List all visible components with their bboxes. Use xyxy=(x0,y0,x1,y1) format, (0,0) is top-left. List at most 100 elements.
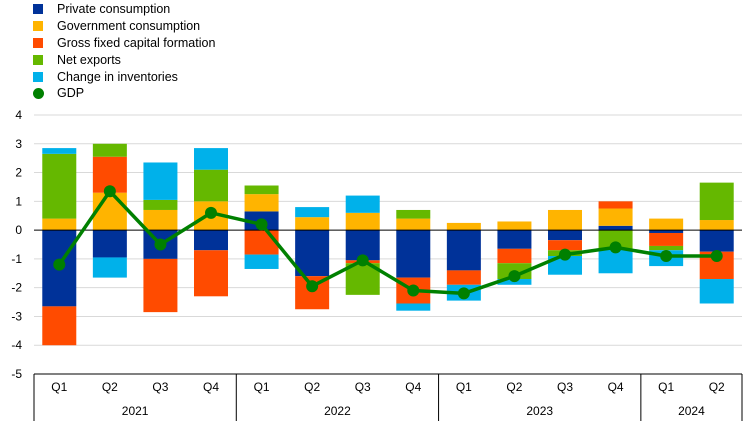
legend-swatch-net-exports xyxy=(33,54,43,65)
legend-swatch-gdp xyxy=(33,87,44,99)
bar-change-in-inventories xyxy=(699,279,734,304)
legend-label-net-exports: Net exports xyxy=(57,52,121,67)
gdp-point xyxy=(53,258,66,271)
y-tick-label: 1 xyxy=(15,194,22,208)
bar-net-exports xyxy=(194,169,228,202)
bar-private-consumption xyxy=(194,230,228,251)
bar-net-exports xyxy=(396,209,431,219)
bar-net-exports xyxy=(699,182,734,221)
x-tick-label: Q4 xyxy=(405,380,421,394)
y-tick-label: -3 xyxy=(11,309,22,323)
x-tick-label: Q4 xyxy=(203,380,219,394)
gdp-line xyxy=(57,189,717,296)
bar-private-consumption xyxy=(548,230,582,241)
bar-gross-fixed-capital-formation xyxy=(143,258,178,313)
gdp-point xyxy=(306,280,319,293)
legend-label-gross-fixed-capital-formation: Gross fixed capital formation xyxy=(57,35,216,50)
legend-item-gdp: GDP xyxy=(33,85,215,102)
legend-swatch-change-in-inventories xyxy=(33,71,43,82)
bar-gross-fixed-capital-formation xyxy=(497,248,532,264)
bar-gross-fixed-capital-formation xyxy=(42,306,77,346)
bar-private-consumption xyxy=(396,230,431,278)
legend-label-private-consumption: Private consumption xyxy=(57,2,171,17)
bar-government-consumption xyxy=(92,192,127,231)
x-tick-label: Q1 xyxy=(456,380,472,394)
bar-gross-fixed-capital-formation xyxy=(649,232,684,246)
gdp-point xyxy=(710,250,723,263)
gdp-point xyxy=(508,270,521,283)
bar-private-consumption xyxy=(92,230,127,258)
y-tick-label: -4 xyxy=(11,338,22,352)
y-tick-label: 2 xyxy=(15,166,22,180)
x-tick-label: Q4 xyxy=(608,380,624,394)
gdp-point xyxy=(205,206,217,219)
gdp-point xyxy=(154,238,167,251)
bar-change-in-inventories xyxy=(143,162,178,200)
x-tick-label: Q2 xyxy=(709,380,725,394)
bar-net-exports xyxy=(42,153,77,219)
bar-gross-fixed-capital-formation xyxy=(194,250,228,297)
gdp-point xyxy=(255,218,268,231)
bar-private-consumption xyxy=(598,225,633,231)
year-label: 2023 xyxy=(526,404,553,418)
bar-change-in-inventories xyxy=(42,148,77,154)
bar-net-exports xyxy=(244,185,279,195)
bar-change-in-inventories xyxy=(244,254,279,269)
bar-gross-fixed-capital-formation xyxy=(548,240,582,251)
bar-government-consumption xyxy=(548,209,582,231)
x-tick-label: Q1 xyxy=(51,380,67,394)
x-tick-label: Q2 xyxy=(102,380,118,394)
x-tick-label: Q1 xyxy=(658,380,674,394)
bar-government-consumption xyxy=(345,212,380,231)
legend-label-gdp: GDP xyxy=(57,86,85,101)
legend-item-change-in-inventories: Change in inventories xyxy=(33,68,215,85)
bar-net-exports xyxy=(598,230,633,249)
x-tick-label: Q3 xyxy=(557,380,573,394)
y-tick-label: 0 xyxy=(15,223,22,237)
bar-change-in-inventories xyxy=(295,207,330,218)
gdp-point xyxy=(457,287,470,300)
legend-swatch-gross-fixed-capital-formation xyxy=(33,37,43,48)
x-tick-label: Q2 xyxy=(304,380,320,394)
x-tick-label: Q3 xyxy=(355,380,371,394)
gdp-point xyxy=(103,185,116,198)
bar-government-consumption xyxy=(396,218,431,231)
bar-change-in-inventories xyxy=(345,195,380,213)
bar-gross-fixed-capital-formation xyxy=(244,230,279,255)
bar-government-consumption xyxy=(699,220,734,231)
bar-gross-fixed-capital-formation xyxy=(598,201,633,209)
y-tick-label: 4 xyxy=(15,108,22,122)
gdp-point xyxy=(356,254,369,267)
gdp-point xyxy=(660,250,673,263)
bar-government-consumption xyxy=(598,208,633,226)
bar-government-consumption xyxy=(446,222,481,231)
x-tick-label: Q2 xyxy=(506,380,522,394)
year-label: 2021 xyxy=(122,404,149,418)
year-label: 2022 xyxy=(324,404,351,418)
gdp-point xyxy=(559,248,571,261)
y-tick-label: -1 xyxy=(11,252,22,266)
legend-item-government-consumption: Government consumption xyxy=(33,18,215,35)
legend-item-net-exports: Net exports xyxy=(33,51,215,68)
bar-net-exports xyxy=(92,143,127,157)
bar-private-consumption xyxy=(497,230,532,249)
bar-change-in-inventories xyxy=(548,256,582,275)
bar-change-in-inventories xyxy=(396,303,431,311)
chart-legend: Private consumption Government consumpti… xyxy=(33,1,215,102)
bar-private-consumption xyxy=(699,230,734,252)
x-tick-label: Q1 xyxy=(254,380,270,394)
bar-government-consumption xyxy=(143,209,178,231)
bar-government-consumption xyxy=(295,217,330,231)
bar-government-consumption xyxy=(42,218,77,231)
bar-net-exports xyxy=(649,245,684,251)
y-tick-label: -5 xyxy=(11,367,22,381)
bar-private-consumption xyxy=(446,230,481,271)
y-tick-label: -2 xyxy=(11,281,22,295)
bar-government-consumption xyxy=(649,218,684,231)
legend-swatch-private-consumption xyxy=(33,4,43,15)
gdp-point xyxy=(407,284,420,297)
bar-gross-fixed-capital-formation xyxy=(446,270,481,285)
legend-label-change-in-inventories: Change in inventories xyxy=(57,69,178,84)
legend-item-gross-fixed-capital-formation: Gross fixed capital formation xyxy=(33,35,215,52)
